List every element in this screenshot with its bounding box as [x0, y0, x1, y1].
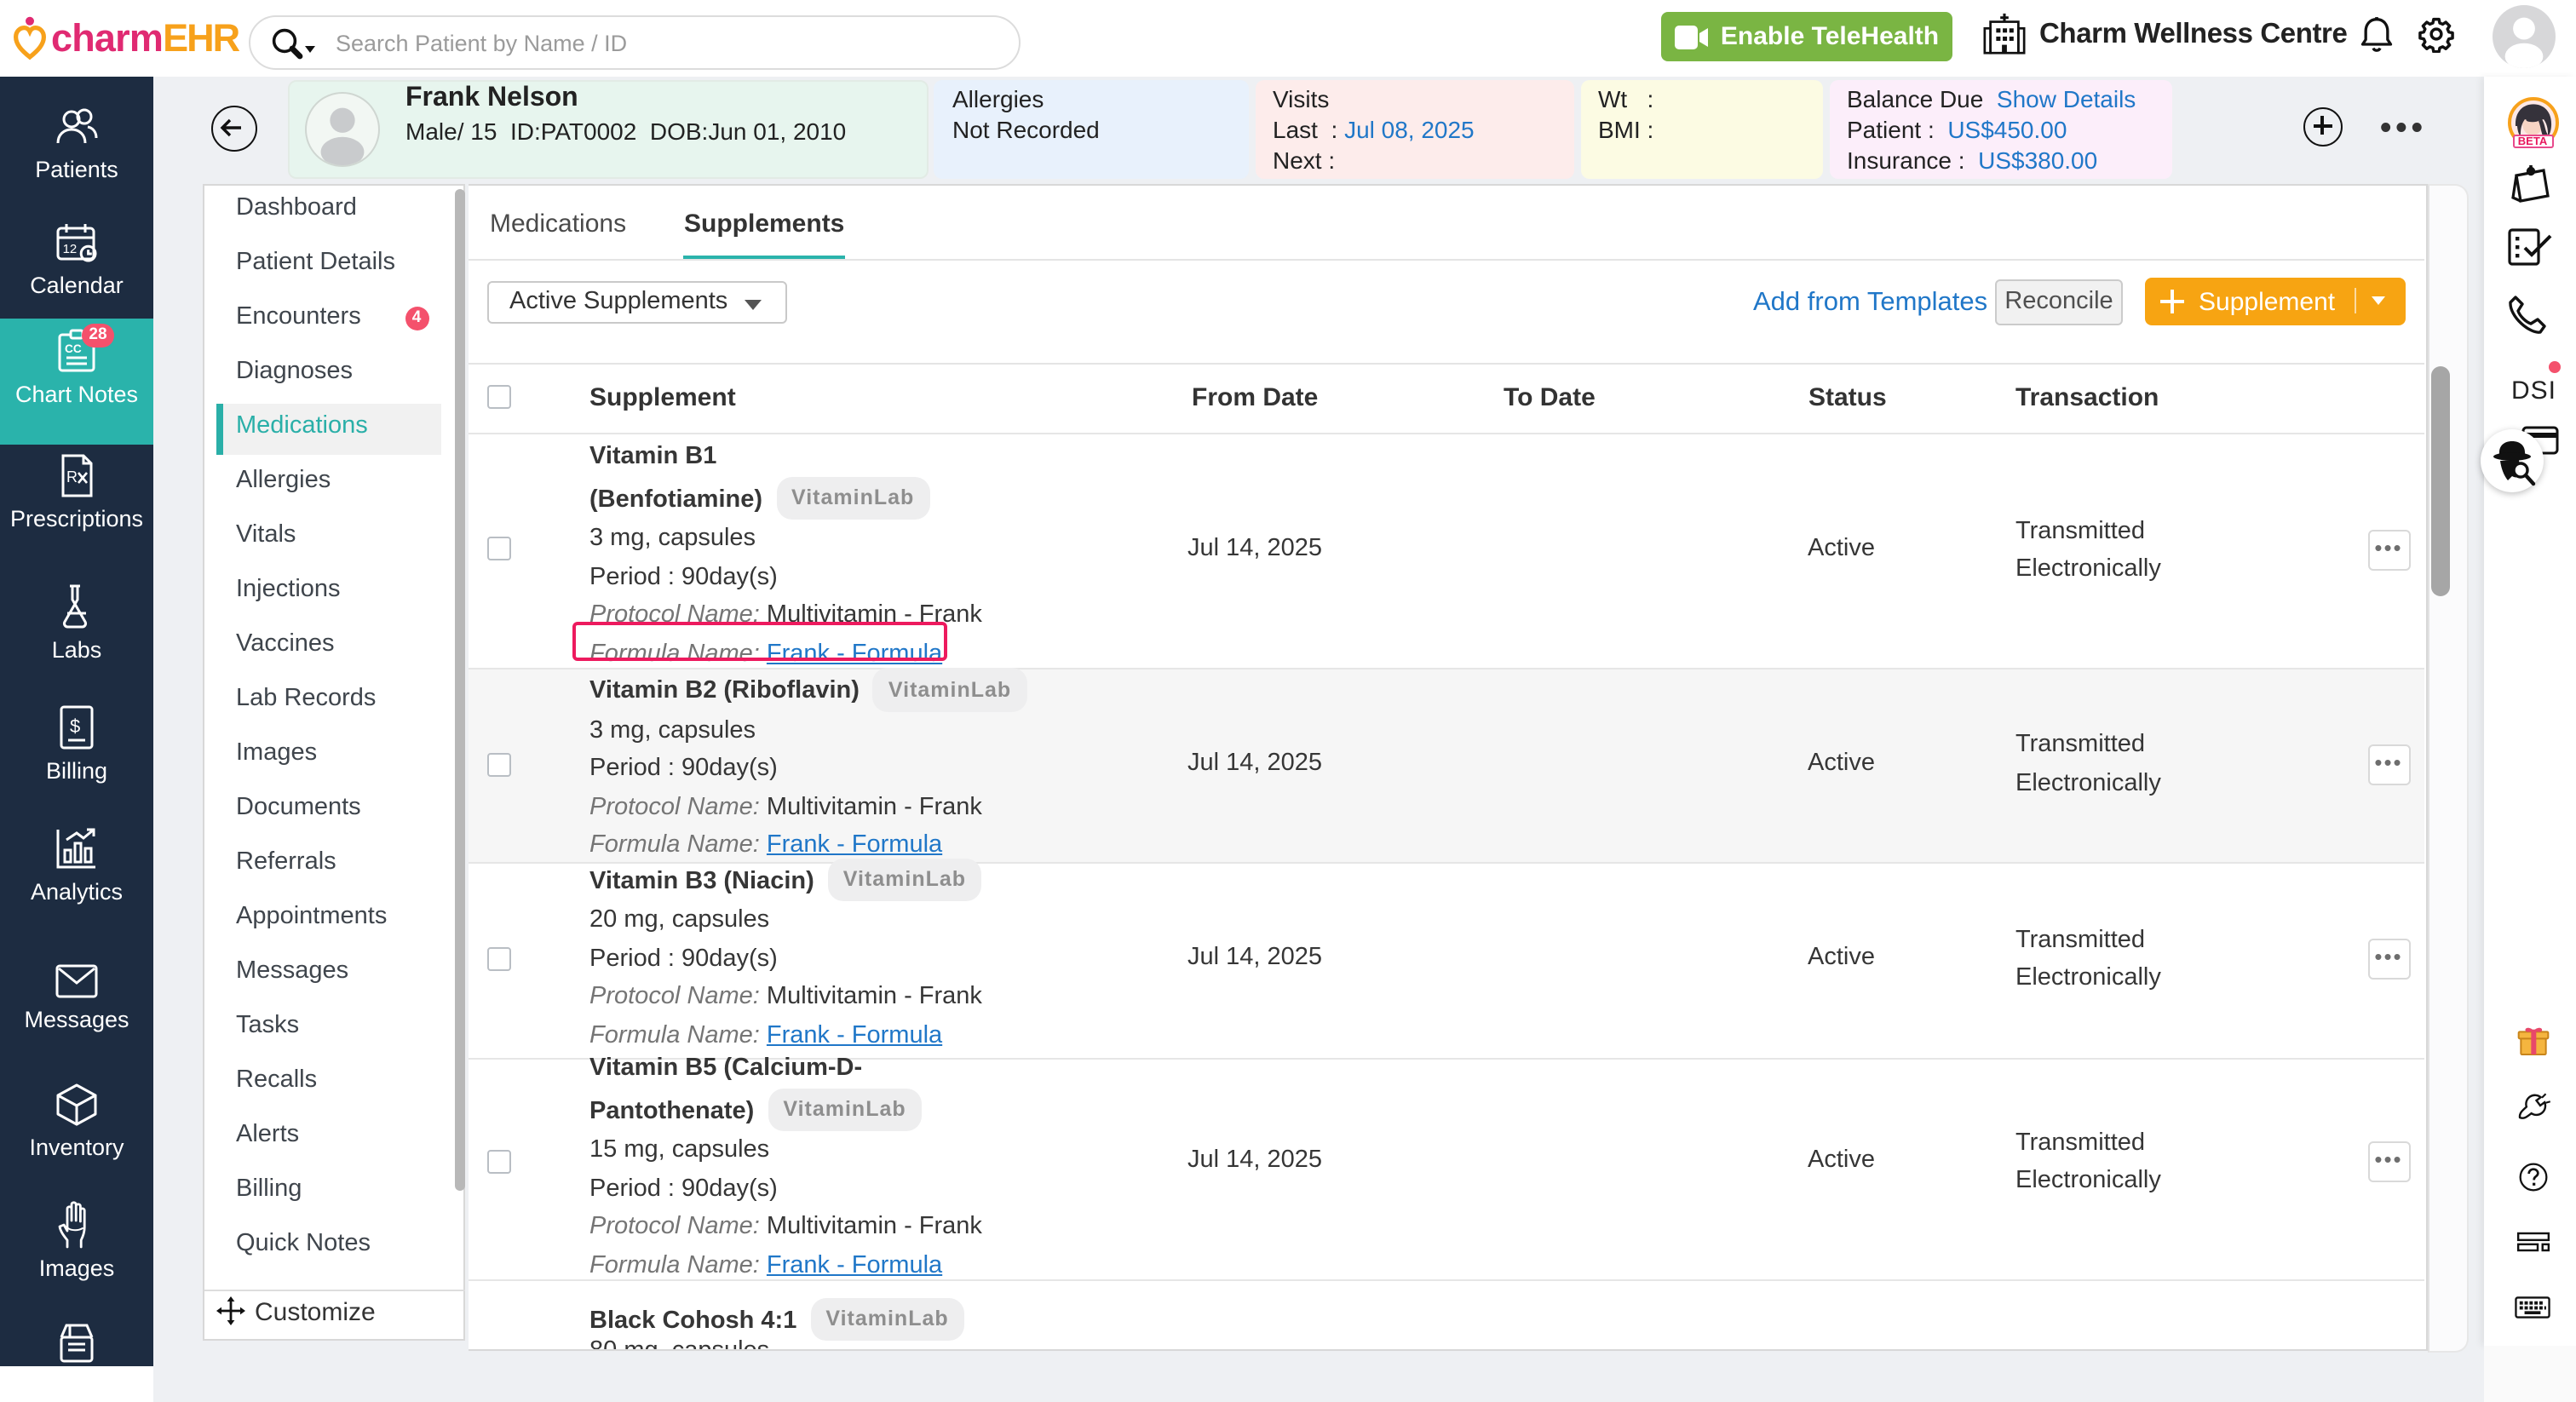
svg-text:$: $	[70, 715, 80, 737]
svg-text:CC: CC	[65, 342, 82, 355]
svg-text:R: R	[66, 468, 78, 486]
svg-text:12: 12	[63, 242, 78, 256]
